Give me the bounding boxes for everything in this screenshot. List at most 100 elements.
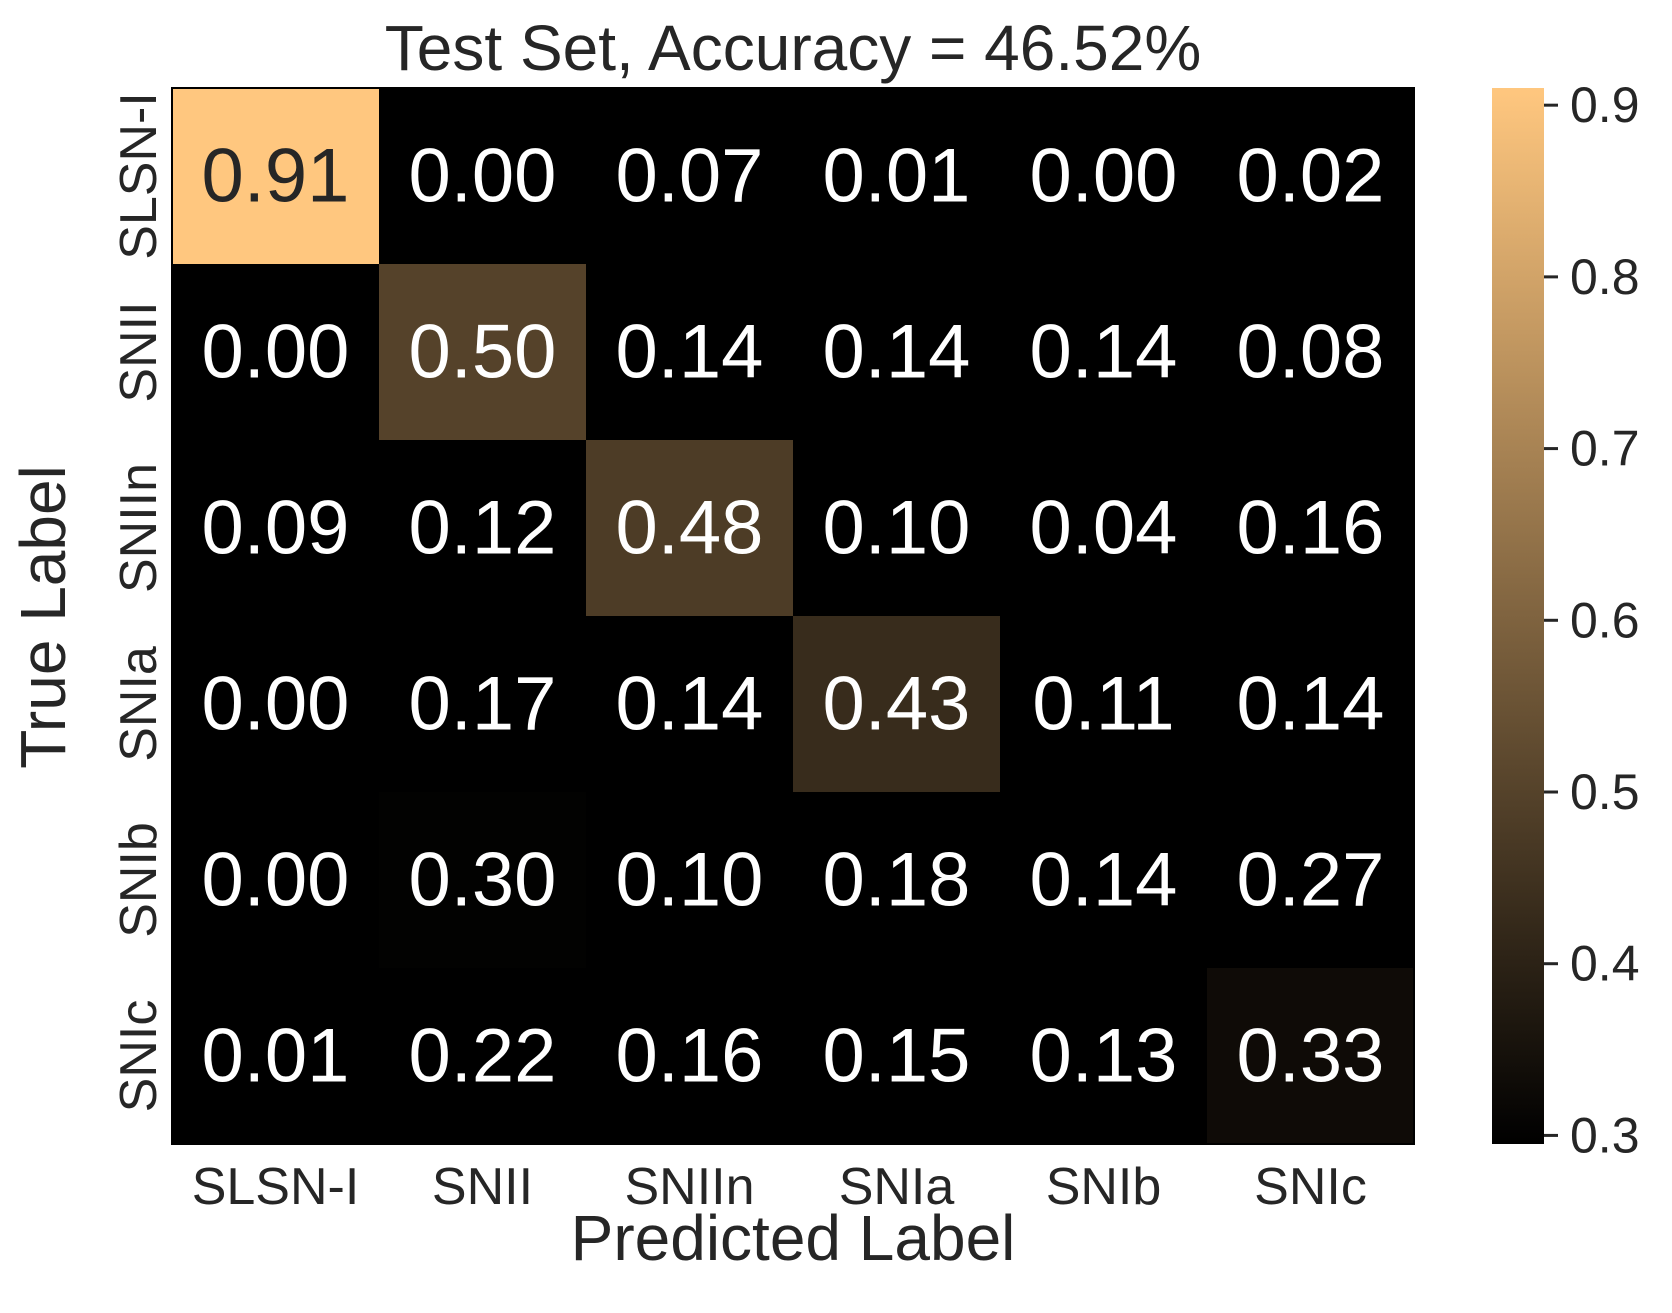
heatmap-cell	[793, 616, 1001, 793]
heatmap-cell	[1000, 968, 1208, 1145]
cell-value-label: 0.00	[202, 662, 350, 747]
cell-value-label: 0.04	[1030, 486, 1178, 571]
heatmap-cell	[379, 264, 587, 441]
cell-value-label: 0.08	[1237, 310, 1385, 395]
heatmap-cell	[172, 88, 380, 265]
heatmap-cell	[586, 88, 794, 265]
heatmap-cell	[586, 792, 794, 969]
heatmap-cells: 0.91 0.00 0.07 0.01 0.00 0.02 0.00 0.50 0.14 0.14…	[172, 88, 1415, 1145]
heatmap-cell	[1207, 792, 1415, 969]
heatmap-cell	[793, 968, 1001, 1145]
heatmap-cell	[1207, 88, 1415, 265]
x-tick-label: SNIc	[1254, 1158, 1367, 1216]
y-tick-label: SNIIn	[110, 463, 168, 593]
heatmap-cell	[1207, 616, 1415, 793]
colorbar-tick-label: 0.6	[1570, 592, 1640, 648]
heatmap-cell	[1207, 968, 1415, 1145]
heatmap-cell	[793, 792, 1001, 969]
heatmap-cell	[172, 264, 380, 441]
colorbar-tick-label: 0.9	[1570, 77, 1640, 133]
cell-value-label: 0.01	[202, 1014, 350, 1099]
heatmap-cell	[1000, 440, 1208, 617]
x-tick-label: SNIIn	[624, 1158, 754, 1216]
heatmap-cell	[793, 88, 1001, 265]
heatmap-cell	[379, 88, 587, 265]
heatmap-cell	[586, 264, 794, 441]
heatmap-cell	[793, 440, 1001, 617]
colorbar-ticks: 0.3 0.4 0.5 0.6 0.7 0.8 0.9	[1544, 77, 1640, 1163]
cell-value-label: 0.22	[409, 1014, 557, 1099]
y-tick-label: SLSN-I	[110, 92, 168, 260]
cell-value-label: 0.14	[823, 310, 971, 395]
x-tick-labels: SLSN-I SNII SNIIn SNIa SNIb SNIc	[192, 1158, 1367, 1216]
cell-value-label: 0.48	[616, 486, 764, 571]
heatmap-cell	[586, 968, 794, 1145]
cell-value-label: 0.02	[1237, 134, 1385, 219]
cell-value-label: 0.00	[409, 134, 557, 219]
colorbar-tick-label: 0.3	[1570, 1107, 1640, 1163]
heatmap-cell	[793, 264, 1001, 441]
cell-value-label: 0.01	[823, 134, 971, 219]
cell-value-label: 0.14	[616, 662, 764, 747]
heatmap-cell	[1000, 616, 1208, 793]
heatmap-cell	[379, 792, 587, 969]
heatmap-cell	[172, 440, 380, 617]
cell-value-label: 0.13	[1030, 1014, 1178, 1099]
y-axis-label: True Label	[7, 465, 79, 769]
cell-value-label: 0.10	[616, 838, 764, 923]
colorbar-tick-label: 0.7	[1570, 421, 1640, 477]
y-tick-label: SNII	[110, 301, 168, 402]
heatmap-cell	[379, 616, 587, 793]
heatmap-cell	[1207, 440, 1415, 617]
cell-value-label: 0.14	[616, 310, 764, 395]
colorbar-tick-label: 0.5	[1570, 764, 1640, 820]
x-axis-label: Predicted Label	[571, 1202, 1016, 1274]
x-tick-label: SLSN-I	[192, 1158, 360, 1216]
x-tick-label: SNIa	[839, 1158, 955, 1216]
cell-value-label: 0.15	[823, 1014, 971, 1099]
heatmap-cell	[172, 792, 380, 969]
cell-value-label: 0.91	[202, 134, 350, 219]
cell-value-label: 0.11	[1032, 662, 1174, 747]
heatmap-cell	[379, 440, 587, 617]
y-tick-label: SNIb	[110, 822, 168, 938]
cell-value-label: 0.33	[1237, 1014, 1385, 1099]
cell-value-label: 0.10	[823, 486, 971, 571]
colorbar-tick-label: 0.4	[1570, 936, 1640, 992]
cell-value-label: 0.50	[409, 310, 557, 395]
heatmap-cell	[1000, 88, 1208, 265]
heatmap-cell	[172, 968, 380, 1145]
plot-frame	[171, 87, 1415, 1145]
cell-value-label: 0.14	[1237, 662, 1385, 747]
cell-value-label: 0.30	[409, 838, 557, 923]
y-tick-label: SNIa	[110, 646, 168, 762]
cell-value-label: 0.14	[1030, 310, 1178, 395]
y-tick-label: SNIc	[110, 1000, 168, 1113]
cell-value-label: 0.43	[823, 662, 971, 747]
x-tick-label: SNII	[432, 1158, 533, 1216]
cell-value-label: 0.07	[616, 134, 764, 219]
heatmap-cell	[172, 616, 380, 793]
colorbar-tick-label: 0.8	[1570, 249, 1640, 305]
cell-value-label: 0.14	[1030, 838, 1178, 923]
cell-value-label: 0.18	[823, 838, 971, 923]
cell-value-label: 0.09	[202, 486, 350, 571]
heatmap-cell	[1000, 264, 1208, 441]
colorbar	[1492, 88, 1544, 1144]
heatmap-cell	[1000, 792, 1208, 969]
cell-value-label: 0.00	[202, 310, 350, 395]
heatmap-cell	[586, 616, 794, 793]
cell-value-label: 0.16	[1237, 486, 1385, 571]
heatmap-cell	[1207, 264, 1415, 441]
cell-value-label: 0.00	[1030, 134, 1178, 219]
x-tick-label: SNIb	[1046, 1158, 1162, 1216]
cell-value-label: 0.16	[616, 1014, 764, 1099]
cell-value-label: 0.27	[1237, 838, 1385, 923]
cell-value-label: 0.12	[409, 486, 557, 571]
heatmap-cell	[586, 440, 794, 617]
cell-value-label: 0.17	[409, 662, 557, 747]
chart-title: Test Set, Accuracy = 46.52%	[385, 12, 1201, 84]
cell-value-label: 0.00	[202, 838, 350, 923]
